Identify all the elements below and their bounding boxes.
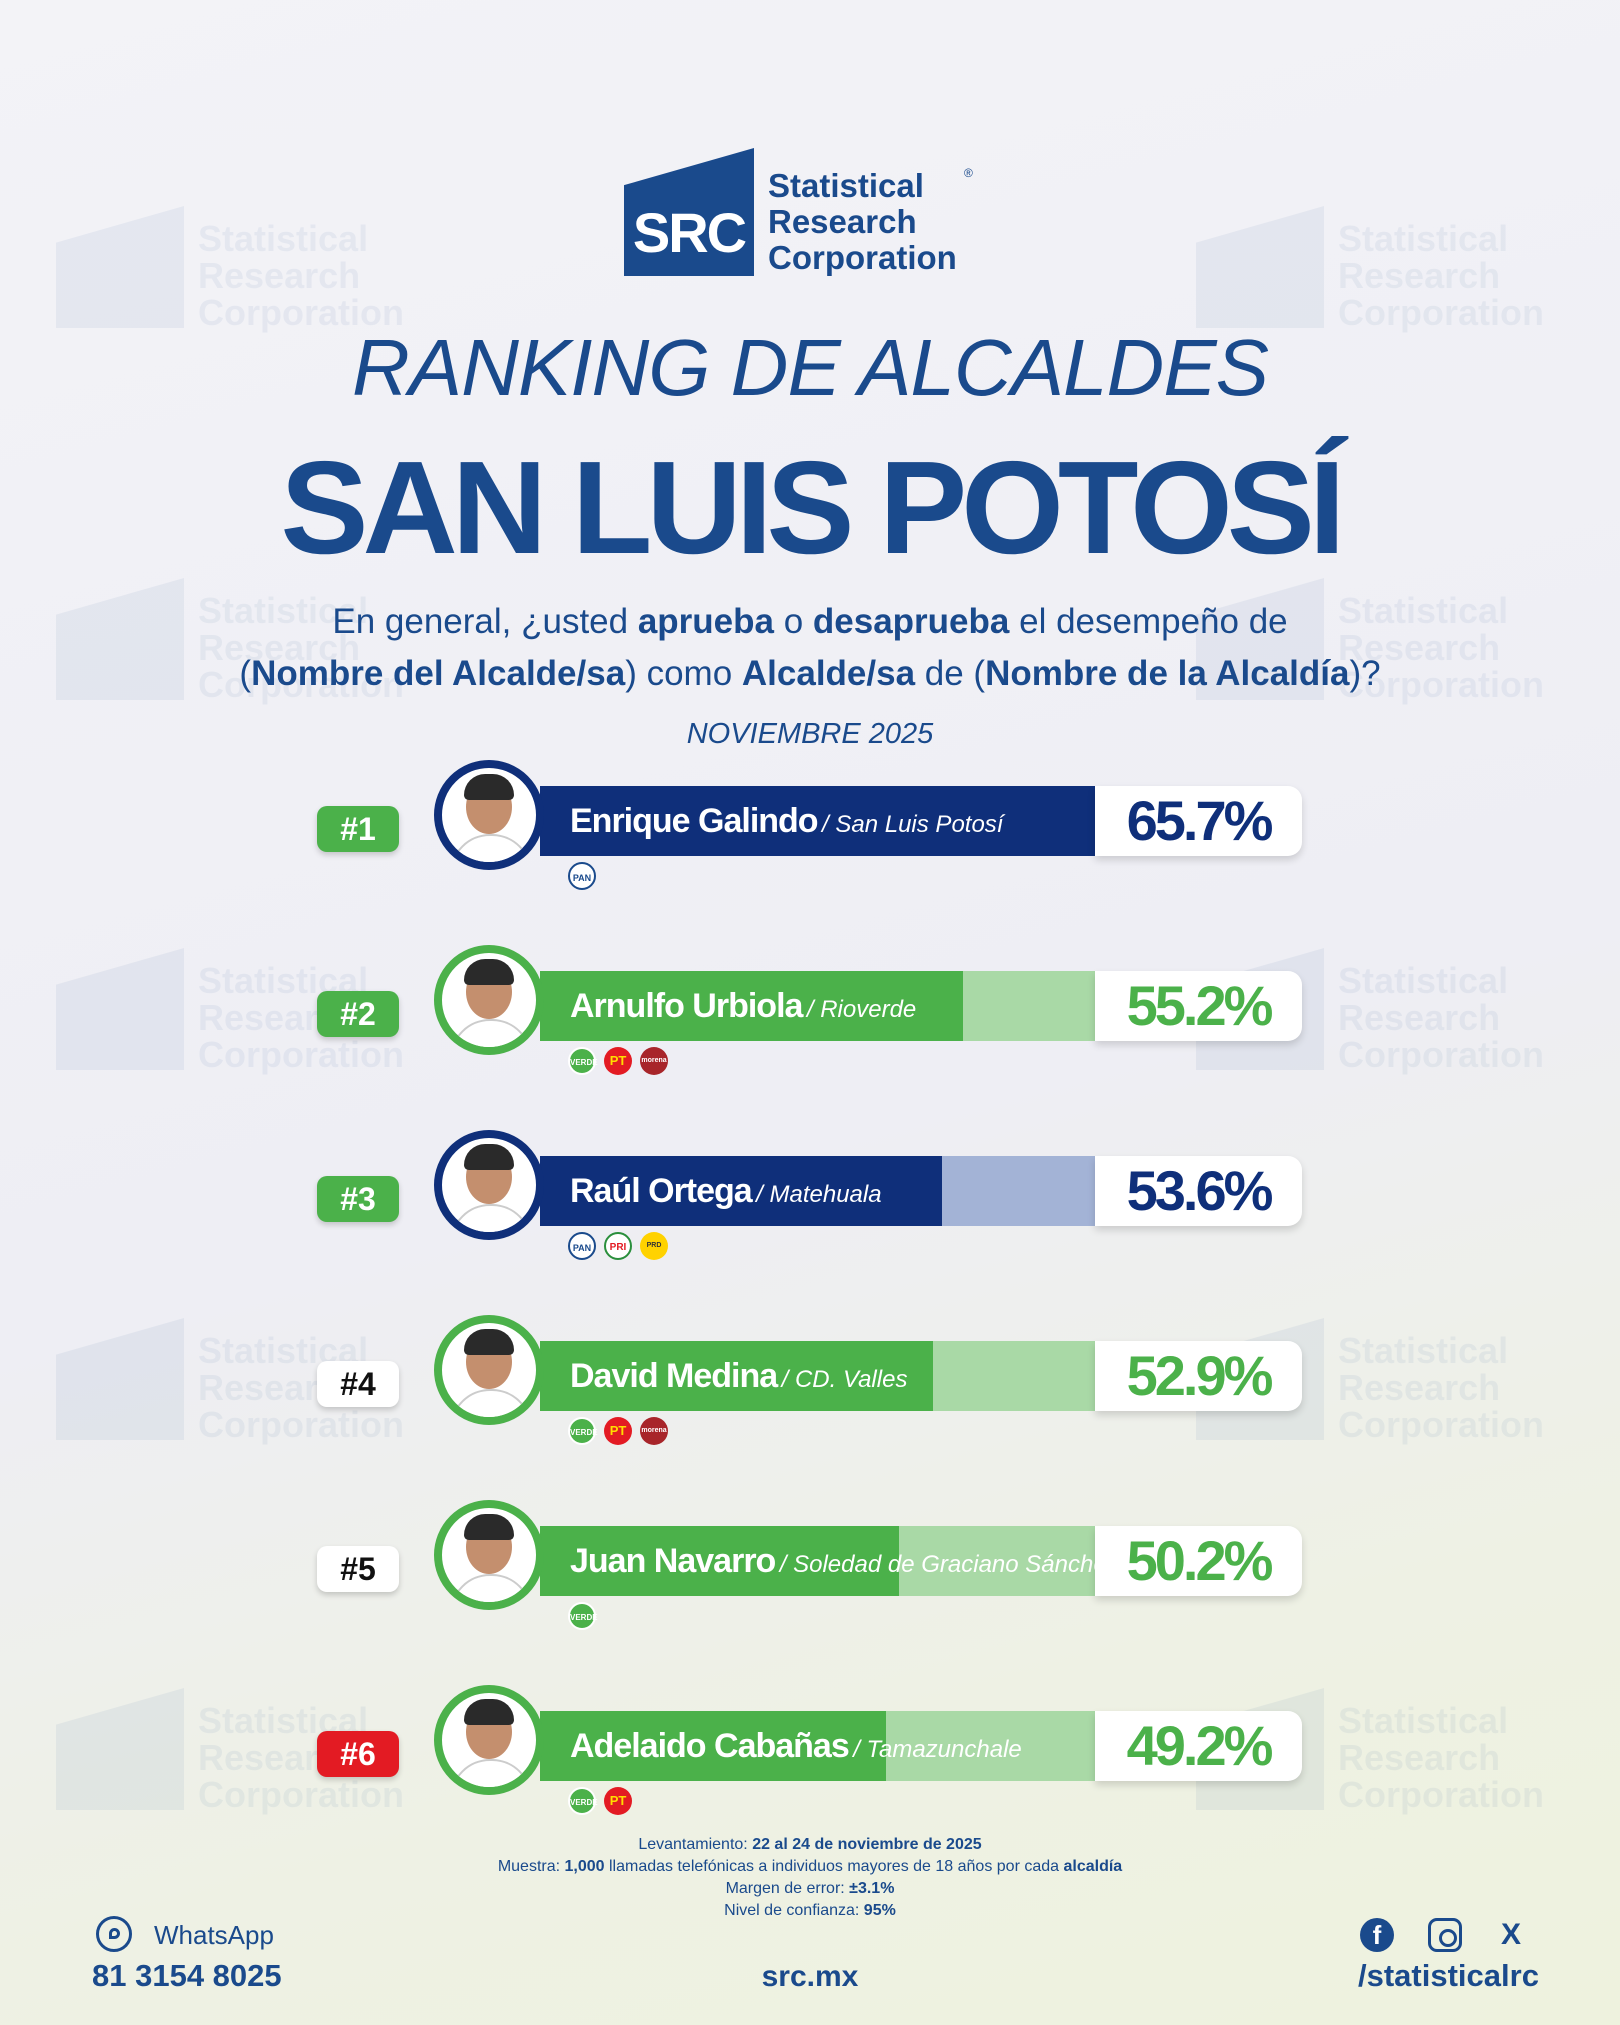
instagram-icon[interactable] <box>1428 1918 1462 1952</box>
ranking-row: #5 Juan Navarro / Soledad de Graciano Sán… <box>0 1500 1620 1638</box>
party-morena-icon: morena <box>640 1417 668 1445</box>
party-pt-icon: PT <box>604 1787 632 1815</box>
logo-mark: SRC <box>624 148 754 276</box>
mayor-name: Juan Navarro <box>570 1542 776 1580</box>
brand-logo: SRC Statistical Research Corporation ® <box>624 148 1004 278</box>
bar-fill <box>540 971 963 1041</box>
avatar <box>434 1315 544 1425</box>
x-icon[interactable]: X <box>1500 1918 1521 1951</box>
bar-track: Enrique Galindo / San Luis Potosí <box>540 786 1100 856</box>
party-pan-icon: PAN <box>568 1232 596 1260</box>
registered-mark: ® <box>964 166 973 180</box>
bar-track: David Medina / CD. Valles <box>540 1341 1100 1411</box>
page-kicker: RANKING DE ALCALDES <box>351 323 1269 412</box>
party-pri-icon: PRI <box>604 1232 632 1260</box>
municipality-name: / Soledad de Graciano Sánchez <box>779 1551 1119 1578</box>
municipality-name: / Rioverde <box>806 996 917 1023</box>
approval-value: 53.6% <box>1095 1156 1302 1226</box>
bar-label: Juan Navarro / Soledad de Graciano Sánch… <box>570 1542 1119 1581</box>
party-verde-icon: VERDE <box>568 1417 598 1445</box>
bar-fill <box>540 1711 887 1781</box>
approval-value: 65.7% <box>1095 786 1302 856</box>
municipality-name: / Tamazunchale <box>853 1736 1022 1763</box>
bar-label: Adelaido Cabañas / Tamazunchale <box>570 1727 1022 1766</box>
rank-badge: #2 <box>317 991 399 1037</box>
survey-date: NOVIEMBRE 2025 <box>686 718 934 750</box>
party-verde-icon: VERDE <box>568 1787 598 1815</box>
mayor-name: Adelaido Cabañas <box>570 1727 850 1765</box>
website-link[interactable]: src.mx <box>761 1960 859 1993</box>
party-logos: VERDE PT morena <box>568 1047 676 1077</box>
municipality-name: / San Luis Potosí <box>822 811 1004 838</box>
whatsapp-icon <box>96 1916 132 1952</box>
rank-badge: #1 <box>317 806 399 852</box>
bar-label: Enrique Galindo / San Luis Potosí <box>570 802 1003 841</box>
methodology-notes: Levantamiento: 22 al 24 de noviembre de … <box>497 1836 1123 1919</box>
bar-fill <box>540 1156 943 1226</box>
mayor-name: Arnulfo Urbiola <box>570 987 803 1025</box>
bar-track: Arnulfo Urbiola / Rioverde <box>540 971 1100 1041</box>
rank-badge: #4 <box>317 1361 399 1407</box>
municipality-name: / Matehuala <box>756 1181 882 1208</box>
page-title: SAN LUIS POTOSÍ <box>280 434 1345 581</box>
bar-label: David Medina / CD. Valles <box>570 1357 907 1396</box>
approval-value: 55.2% <box>1095 971 1302 1041</box>
rank-badge: #3 <box>317 1176 399 1222</box>
approval-value: 50.2% <box>1095 1526 1302 1596</box>
bar-fill <box>540 786 1097 856</box>
party-verde-icon: VERDE <box>568 1602 598 1630</box>
ranking-row: #3 Raúl Ortega / Matehuala 53.6% PAN PRI PRD <box>0 1130 1620 1268</box>
phone-number[interactable]: 81 3154 8025 <box>92 1958 282 1993</box>
mayor-name: Raúl Ortega <box>570 1172 753 1210</box>
bar-track: Adelaido Cabañas / Tamazunchale <box>540 1711 1100 1781</box>
municipality-name: / CD. Valles <box>781 1366 908 1393</box>
approval-value: 49.2% <box>1095 1711 1302 1781</box>
party-pan-icon: PAN <box>568 862 596 890</box>
bar-fill <box>540 1526 899 1596</box>
party-logos: VERDE PT <box>568 1787 640 1817</box>
social-handle[interactable]: /statisticalrc <box>1358 1958 1539 1993</box>
logo-wordmark: Statistical Research Corporation <box>768 167 957 276</box>
party-logos: PAN PRI PRD <box>568 1232 676 1262</box>
party-pt-icon: PT <box>604 1047 632 1075</box>
bar-label: Raúl Ortega / Matehuala <box>570 1172 882 1211</box>
avatar <box>434 1130 544 1240</box>
bar-fill <box>540 1341 934 1411</box>
survey-question: En general, ¿usted aprueba o desaprueba … <box>239 602 1381 693</box>
avatar <box>434 1685 544 1795</box>
rank-badge: #5 <box>317 1546 399 1592</box>
party-morena-icon: morena <box>640 1047 668 1075</box>
bar-track: Juan Navarro / Soledad de Graciano Sánch… <box>540 1526 1119 1596</box>
mayor-name: David Medina <box>570 1357 778 1395</box>
ranking-row: #1 Enrique Galindo / San Luis Potosí 65.7%… <box>0 760 1620 898</box>
avatar <box>434 760 544 870</box>
whatsapp-label: WhatsApp <box>154 1920 274 1950</box>
rank-badge: #6 <box>317 1731 399 1777</box>
party-prd-icon: PRD <box>640 1232 668 1260</box>
party-logos: VERDE <box>568 1602 604 1632</box>
party-pt-icon: PT <box>604 1417 632 1445</box>
avatar <box>434 1500 544 1610</box>
approval-value: 52.9% <box>1095 1341 1302 1411</box>
party-logos: PAN <box>568 862 604 892</box>
facebook-icon[interactable]: f <box>1360 1918 1394 1952</box>
mayor-name: Enrique Galindo <box>570 802 819 840</box>
party-logos: VERDE PT morena <box>568 1417 676 1447</box>
party-verde-icon: VERDE <box>568 1047 598 1075</box>
ranking-row: #6 Adelaido Cabañas / Tamazunchale 49.2% VE… <box>0 1685 1620 1823</box>
bar-label: Arnulfo Urbiola / Rioverde <box>570 987 916 1026</box>
bar-track: Raúl Ortega / Matehuala <box>540 1156 1100 1226</box>
ranking-row: #4 David Medina / CD. Valles 52.9% VERDE PT m… <box>0 1315 1620 1453</box>
ranking-row: #2 Arnulfo Urbiola / Rioverde 55.2% VERDE PT… <box>0 945 1620 1083</box>
avatar <box>434 945 544 1055</box>
